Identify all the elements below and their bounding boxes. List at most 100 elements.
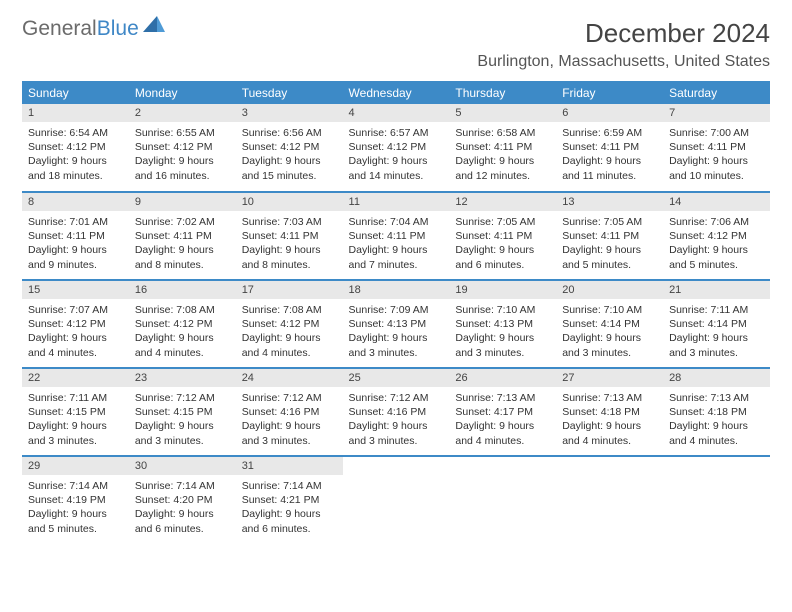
daylight-line1: Daylight: 9 hours: [562, 419, 657, 433]
day-data: Sunrise: 6:58 AMSunset: 4:11 PMDaylight:…: [449, 122, 556, 187]
daylight-line2: and 10 minutes.: [669, 169, 764, 183]
sunset-text: Sunset: 4:11 PM: [455, 229, 550, 243]
day-data: Sunrise: 7:11 AMSunset: 4:14 PMDaylight:…: [663, 299, 770, 364]
daylight-line2: and 3 minutes.: [135, 434, 230, 448]
daylight-line1: Daylight: 9 hours: [135, 419, 230, 433]
daylight-line1: Daylight: 9 hours: [242, 507, 337, 521]
calendar-day-cell: 25Sunrise: 7:12 AMSunset: 4:16 PMDayligh…: [343, 368, 450, 456]
calendar-day-cell: 27Sunrise: 7:13 AMSunset: 4:18 PMDayligh…: [556, 368, 663, 456]
calendar-day-cell: 9 Sunrise: 7:02 AMSunset: 4:11 PMDaylight…: [129, 192, 236, 280]
daylight-line2: and 12 minutes.: [455, 169, 550, 183]
day-number: 1: [22, 104, 129, 122]
daylight-line2: and 8 minutes.: [135, 258, 230, 272]
daylight-line2: and 3 minutes.: [669, 346, 764, 360]
day-number: 14: [663, 193, 770, 211]
daylight-line2: and 11 minutes.: [562, 169, 657, 183]
calendar-day-cell: 5Sunrise: 6:58 AMSunset: 4:11 PMDaylight…: [449, 104, 556, 192]
sunrise-text: Sunrise: 7:13 AM: [455, 391, 550, 405]
day-data: Sunrise: 6:56 AMSunset: 4:12 PMDaylight:…: [236, 122, 343, 187]
sunrise-text: Sunrise: 7:02 AM: [135, 215, 230, 229]
weekday-header: Saturday: [663, 82, 770, 105]
calendar-day-cell: 3Sunrise: 6:56 AMSunset: 4:12 PMDaylight…: [236, 104, 343, 192]
day-data: Sunrise: 7:10 AMSunset: 4:13 PMDaylight:…: [449, 299, 556, 364]
sunrise-text: Sunrise: 7:12 AM: [135, 391, 230, 405]
daylight-line2: and 5 minutes.: [28, 522, 123, 536]
day-number: 9: [129, 193, 236, 211]
day-data: Sunrise: 7:12 AMSunset: 4:15 PMDaylight:…: [129, 387, 236, 452]
daylight-line2: and 6 minutes.: [135, 522, 230, 536]
day-data: Sunrise: 6:54 AMSunset: 4:12 PMDaylight:…: [22, 122, 129, 187]
calendar-day-cell: 10Sunrise: 7:03 AMSunset: 4:11 PMDayligh…: [236, 192, 343, 280]
weekday-header: Tuesday: [236, 82, 343, 105]
sunset-text: Sunset: 4:12 PM: [28, 317, 123, 331]
sunset-text: Sunset: 4:12 PM: [242, 317, 337, 331]
calendar-day-cell: 17 Sunrise: 7:08 AMSunset: 4:12 PMDayligh…: [236, 280, 343, 368]
sunset-text: Sunset: 4:20 PM: [135, 493, 230, 507]
daylight-line2: and 5 minutes.: [562, 258, 657, 272]
sunrise-text: Sunrise: 7:11 AM: [28, 391, 123, 405]
calendar-day-cell: 19Sunrise: 7:10 AMSunset: 4:13 PMDayligh…: [449, 280, 556, 368]
daylight-line1: Daylight: 9 hours: [455, 419, 550, 433]
day-number: 3: [236, 104, 343, 122]
month-title: December 2024: [477, 18, 770, 49]
sunset-text: Sunset: 4:11 PM: [135, 229, 230, 243]
day-number: 16: [129, 281, 236, 299]
calendar-week-row: 8Sunrise: 7:01 AMSunset: 4:11 PMDaylight…: [22, 192, 770, 280]
sunrise-text: Sunrise: 7:13 AM: [562, 391, 657, 405]
calendar-day-cell: 23Sunrise: 7:12 AMSunset: 4:15 PMDayligh…: [129, 368, 236, 456]
day-number: 29: [22, 457, 129, 475]
sunset-text: Sunset: 4:12 PM: [669, 229, 764, 243]
sunrise-text: Sunrise: 6:59 AM: [562, 126, 657, 140]
day-data: Sunrise: 7:11 AMSunset: 4:15 PMDaylight:…: [22, 387, 129, 452]
weekday-header: Friday: [556, 82, 663, 105]
daylight-line1: Daylight: 9 hours: [135, 507, 230, 521]
day-number: 28: [663, 369, 770, 387]
calendar-day-cell: 8Sunrise: 7:01 AMSunset: 4:11 PMDaylight…: [22, 192, 129, 280]
day-number: 20: [556, 281, 663, 299]
sunset-text: Sunset: 4:11 PM: [349, 229, 444, 243]
daylight-line1: Daylight: 9 hours: [135, 243, 230, 257]
day-number: 12: [449, 193, 556, 211]
daylight-line2: and 4 minutes.: [135, 346, 230, 360]
calendar-day-cell: 21Sunrise: 7:11 AMSunset: 4:14 PMDayligh…: [663, 280, 770, 368]
sunrise-text: Sunrise: 7:07 AM: [28, 303, 123, 317]
day-data: Sunrise: 7:14 AMSunset: 4:20 PMDaylight:…: [129, 475, 236, 540]
sunset-text: Sunset: 4:12 PM: [242, 140, 337, 154]
calendar-day-cell: 14Sunrise: 7:06 AMSunset: 4:12 PMDayligh…: [663, 192, 770, 280]
weekday-header: Thursday: [449, 82, 556, 105]
sunrise-text: Sunrise: 7:08 AM: [242, 303, 337, 317]
sunset-text: Sunset: 4:11 PM: [455, 140, 550, 154]
day-data: Sunrise: 7:12 AMSunset: 4:16 PMDaylight:…: [343, 387, 450, 452]
sunset-text: Sunset: 4:13 PM: [349, 317, 444, 331]
sunset-text: Sunset: 4:16 PM: [242, 405, 337, 419]
sunset-text: Sunset: 4:12 PM: [135, 317, 230, 331]
day-data: Sunrise: 7:04 AMSunset: 4:11 PMDaylight:…: [343, 211, 450, 276]
calendar-empty-cell: [449, 456, 556, 544]
daylight-line2: and 18 minutes.: [28, 169, 123, 183]
sunrise-text: Sunrise: 7:10 AM: [562, 303, 657, 317]
calendar-day-cell: 29Sunrise: 7:14 AMSunset: 4:19 PMDayligh…: [22, 456, 129, 544]
day-data: Sunrise: 7:07 AMSunset: 4:12 PMDaylight:…: [22, 299, 129, 364]
calendar-day-cell: 11Sunrise: 7:04 AMSunset: 4:11 PMDayligh…: [343, 192, 450, 280]
sunrise-text: Sunrise: 7:09 AM: [349, 303, 444, 317]
sunrise-text: Sunrise: 7:04 AM: [349, 215, 444, 229]
calendar-empty-cell: [343, 456, 450, 544]
daylight-line1: Daylight: 9 hours: [562, 331, 657, 345]
sunrise-text: Sunrise: 7:14 AM: [28, 479, 123, 493]
day-number: 19: [449, 281, 556, 299]
day-number: 17: [236, 281, 343, 299]
calendar-day-cell: 4Sunrise: 6:57 AMSunset: 4:12 PMDaylight…: [343, 104, 450, 192]
daylight-line1: Daylight: 9 hours: [669, 419, 764, 433]
daylight-line1: Daylight: 9 hours: [242, 331, 337, 345]
logo-mark-icon: [143, 15, 165, 36]
sunset-text: Sunset: 4:12 PM: [28, 140, 123, 154]
title-block: December 2024 Burlington, Massachusetts,…: [477, 18, 770, 71]
daylight-line2: and 6 minutes.: [242, 522, 337, 536]
daylight-line2: and 4 minutes.: [669, 434, 764, 448]
sunset-text: Sunset: 4:16 PM: [349, 405, 444, 419]
calendar-week-row: 29Sunrise: 7:14 AMSunset: 4:19 PMDayligh…: [22, 456, 770, 544]
sunset-text: Sunset: 4:11 PM: [562, 140, 657, 154]
day-number: 26: [449, 369, 556, 387]
sunset-text: Sunset: 4:14 PM: [562, 317, 657, 331]
sunset-text: Sunset: 4:17 PM: [455, 405, 550, 419]
